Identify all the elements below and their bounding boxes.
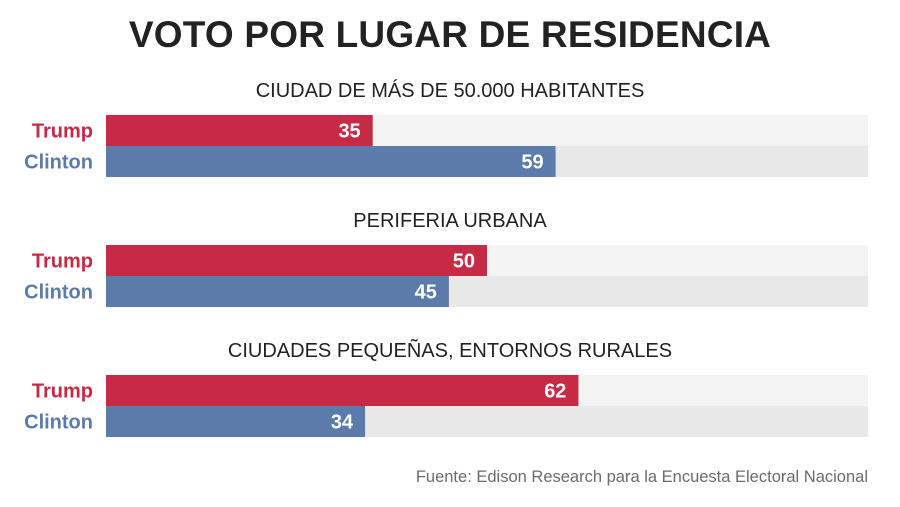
- data-label: 34: [331, 412, 354, 434]
- data-label: 62: [544, 381, 566, 403]
- bar-clinton: [106, 146, 556, 177]
- data-label: 35: [338, 121, 360, 143]
- data-label: 50: [453, 251, 475, 273]
- series-label: Clinton: [24, 412, 93, 434]
- series-label: Clinton: [24, 152, 93, 174]
- group-title: PERIFERIA URBANA: [353, 210, 547, 232]
- source-note: Fuente: Edison Research para la Encuesta…: [415, 468, 868, 486]
- group-title: CIUDAD DE MÁS DE 50.000 HABITANTES: [256, 79, 645, 102]
- bar-trump: [106, 115, 373, 146]
- bar-trump: [106, 375, 579, 406]
- series-label: Trump: [32, 381, 93, 403]
- data-label: 59: [521, 152, 543, 174]
- series-label: Clinton: [24, 282, 93, 304]
- bar-trump: [106, 245, 487, 276]
- chart-title: VOTO POR LUGAR DE RESIDENCIA: [128, 14, 772, 55]
- bar-clinton: [106, 276, 449, 307]
- group-title: CIUDADES PEQUEÑAS, ENTORNOS RURALES: [228, 338, 672, 362]
- series-label: Trump: [32, 251, 93, 273]
- bar-clinton: [106, 406, 366, 437]
- series-label: Trump: [32, 121, 93, 143]
- data-label: 45: [415, 282, 437, 304]
